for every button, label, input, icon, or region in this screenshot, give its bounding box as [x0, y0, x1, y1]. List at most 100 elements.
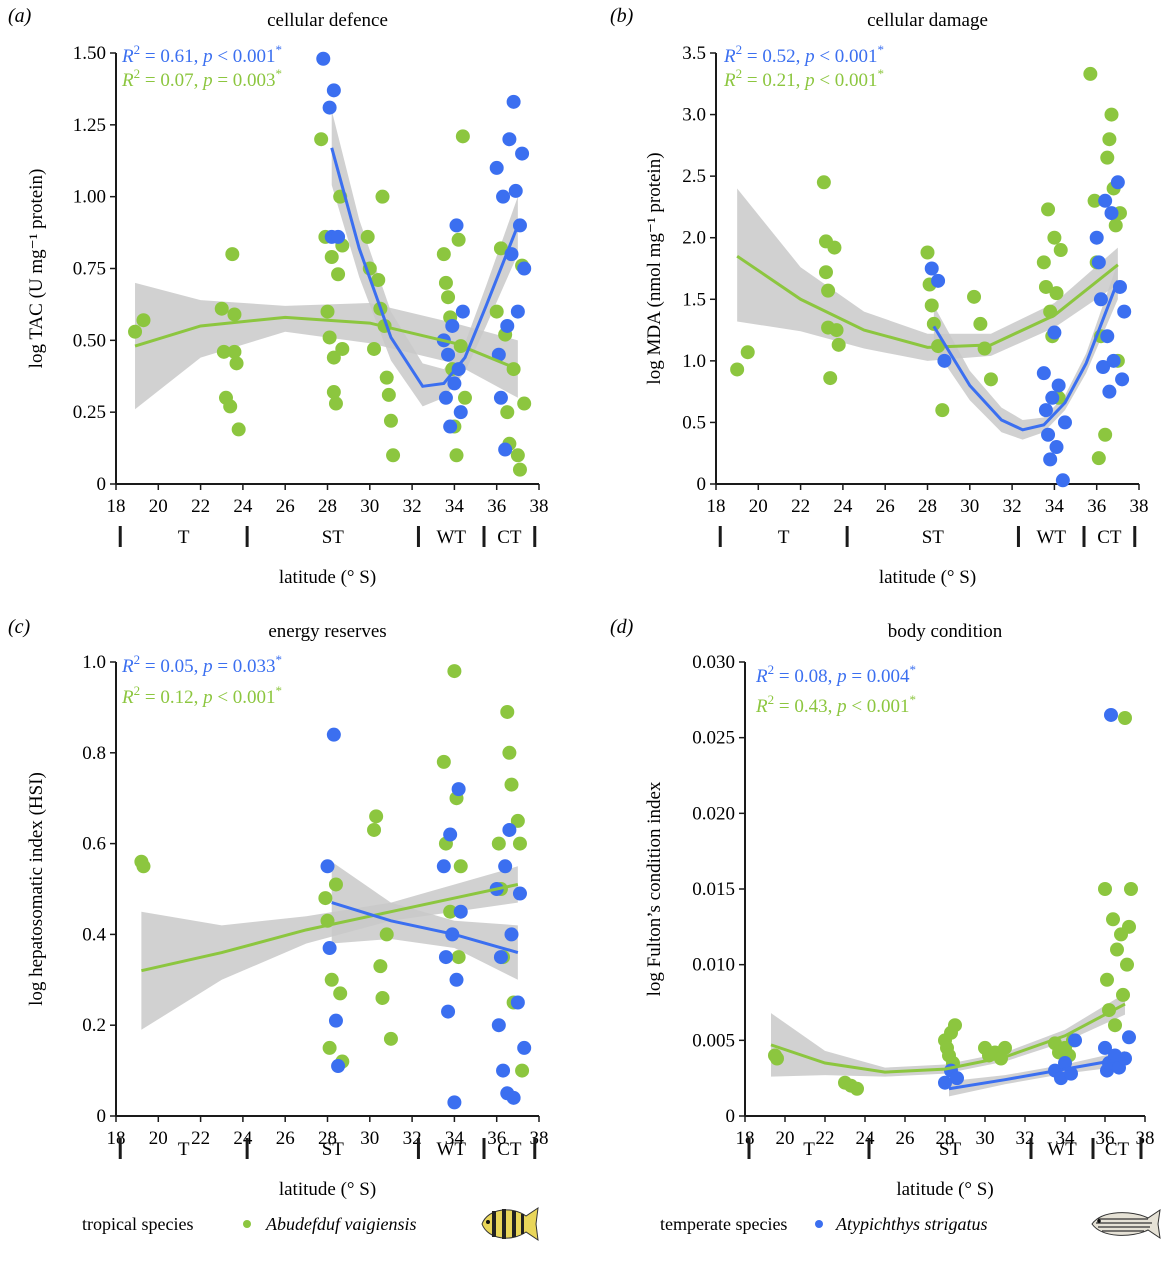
- y-tick-label: 0.8: [82, 743, 106, 764]
- y-tick-label: 0.020: [692, 803, 735, 824]
- panel-letter: (c): [8, 616, 31, 638]
- point-tropical: [383, 1031, 398, 1046]
- point-temperate: [491, 1018, 506, 1033]
- x-tick-label: 20: [149, 1128, 168, 1149]
- point-tropical: [489, 304, 504, 319]
- point-tropical: [920, 245, 935, 260]
- x-tick-label: 32: [403, 1128, 422, 1149]
- panel-title: energy reserves: [268, 621, 386, 642]
- point-temperate: [508, 183, 523, 198]
- point-temperate: [1089, 230, 1104, 245]
- y-tick-label: 0: [697, 474, 707, 495]
- point-temperate: [1104, 206, 1119, 221]
- point-temperate: [445, 318, 460, 333]
- point-tropical: [823, 371, 838, 386]
- x-tick-label: 18: [736, 1128, 755, 1149]
- point-tropical: [453, 859, 468, 874]
- point-tropical: [1118, 710, 1132, 725]
- panel-0: (a) cellular defence 0 0.25 0.50 0.75 1.00 1.25…: [8, 5, 549, 588]
- region-label: CT: [1097, 527, 1122, 548]
- point-tropical: [1036, 255, 1051, 270]
- point-temperate: [502, 822, 517, 837]
- region-label: WT: [436, 527, 466, 548]
- x-axis-label: latitude (° S): [279, 1179, 376, 1200]
- point-tropical: [1047, 230, 1062, 245]
- y-tick-label: 1.00: [73, 187, 106, 208]
- stat-tropical: R2 = 0.43, p < 0.001*: [755, 692, 916, 717]
- region-label: ST: [939, 1139, 962, 1160]
- ci-band-tropical: [771, 993, 1125, 1077]
- point-tropical: [314, 132, 329, 147]
- x-tick-label: 28: [936, 1128, 955, 1149]
- point-tropical: [128, 324, 143, 339]
- fit-line-tropical: [134, 315, 519, 371]
- fits: [770, 1002, 1126, 1091]
- point-tropical: [1049, 286, 1064, 301]
- point-temperate: [1110, 175, 1125, 190]
- y-tick-label: 0.2: [82, 1015, 106, 1036]
- region-label: T: [778, 527, 790, 548]
- y-tick-label: 0: [97, 474, 107, 495]
- point-tropical: [436, 247, 451, 262]
- point-tropical: [926, 316, 941, 331]
- y-tick-label: 0.50: [73, 330, 106, 351]
- point-tropical: [517, 396, 532, 411]
- ci-bands: [141, 861, 518, 1030]
- point-tropical: [827, 240, 842, 255]
- point-temperate: [441, 347, 456, 362]
- point-temperate: [1041, 427, 1056, 442]
- point-temperate: [1098, 1040, 1112, 1055]
- fit-line-temperate: [331, 901, 519, 955]
- panel-letter: (b): [610, 5, 634, 27]
- point-temperate: [451, 782, 466, 797]
- point-tropical: [1108, 218, 1123, 233]
- x-tick-label: 28: [318, 1128, 337, 1149]
- y-axis-label: log MDA (nmol mg⁻¹ protein): [644, 152, 665, 384]
- panel-title: cellular damage: [867, 10, 988, 31]
- panel-letter: (d): [610, 616, 634, 638]
- y-tick-label: 0.4: [82, 924, 106, 945]
- ci-band-temperate: [331, 110, 518, 407]
- point-tropical: [379, 370, 394, 385]
- x-tick-label: 36: [487, 1128, 506, 1149]
- point-tropical: [225, 247, 240, 262]
- x-tick-label: 34: [445, 1128, 465, 1149]
- point-temperate: [447, 376, 462, 391]
- damselfish-icon: [481, 1206, 539, 1242]
- x-axis-label: latitude (° S): [279, 567, 376, 588]
- stripey-fish-icon: [1091, 1208, 1161, 1240]
- point-tropical: [451, 950, 466, 965]
- y-axis-label: log hepatosomatic index (HSI): [26, 772, 47, 1006]
- point-tropical: [935, 403, 950, 418]
- x-tick-label: 34: [1056, 1128, 1076, 1149]
- point-tropical: [1098, 882, 1112, 896]
- y-tick-label: 1.25: [73, 115, 106, 136]
- fit-line-temperate: [330, 147, 520, 388]
- point-temperate: [331, 229, 346, 244]
- point-tropical: [510, 813, 525, 828]
- point-temperate: [1068, 1033, 1082, 1048]
- x-tick-label: 26: [276, 496, 295, 517]
- point-tropical: [500, 704, 515, 719]
- point-temperate: [496, 189, 511, 204]
- point-temperate: [504, 927, 519, 942]
- point-tropical: [324, 972, 339, 987]
- point-tropical: [973, 316, 988, 331]
- region-label: CT: [1105, 1139, 1130, 1160]
- point-temperate: [449, 972, 464, 987]
- point-tropical: [504, 777, 519, 792]
- point-tropical: [829, 323, 844, 338]
- point-temperate: [1058, 1056, 1072, 1071]
- point-tropical: [924, 298, 939, 313]
- point-tropical: [322, 330, 337, 345]
- point-temperate: [493, 950, 508, 965]
- point-tropical: [386, 448, 401, 463]
- point-temperate: [512, 886, 527, 901]
- y-tick-label: 0.015: [692, 879, 735, 900]
- point-tropical: [1104, 107, 1119, 122]
- x-tick-label: 24: [233, 1128, 253, 1149]
- x-tick-label: 28: [318, 496, 337, 517]
- x-tick-label: 36: [487, 496, 506, 517]
- x-tick-label: 30: [360, 496, 379, 517]
- point-tropical: [136, 313, 151, 328]
